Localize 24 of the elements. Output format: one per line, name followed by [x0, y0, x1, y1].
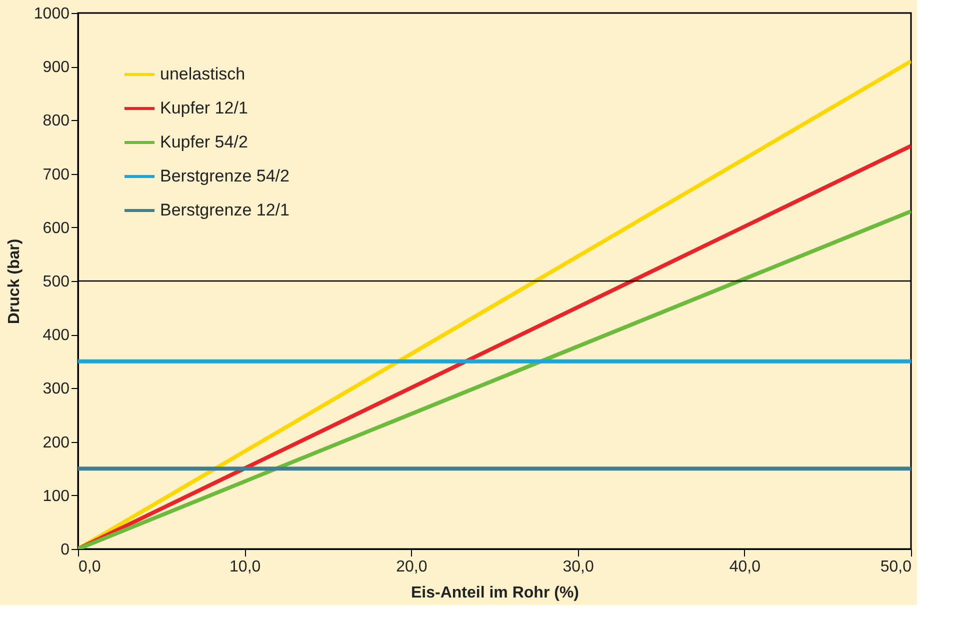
- y-tick-label: 200: [42, 434, 70, 452]
- x-tick-label: 40,0: [729, 558, 761, 576]
- legend-label: Kupfer 54/2: [160, 132, 248, 152]
- legend-label: unelastisch: [160, 64, 246, 84]
- y-tick-label: 1000: [34, 6, 70, 22]
- x-tick-label: 20,0: [396, 558, 428, 576]
- x-tick-label: 30,0: [562, 558, 594, 576]
- x-tick-label: 10,0: [230, 558, 261, 576]
- legend-label: Kupfer 12/1: [160, 98, 248, 118]
- y-tick-label: 700: [42, 166, 70, 184]
- y-tick-label: 800: [42, 112, 70, 130]
- legend-label: Berstgrenze 12/1: [160, 200, 290, 220]
- x-tick-label: 50,0: [880, 558, 912, 576]
- y-axis-title: Druck (bar): [6, 238, 23, 324]
- y-tick-label: 600: [42, 220, 70, 237]
- y-tick-label: 100: [42, 488, 70, 505]
- x-tick-label: 0,0: [78, 558, 101, 576]
- legend-label: Berstgrenze 54/2: [160, 166, 290, 186]
- y-tick-label: 900: [42, 59, 70, 76]
- x-axis-title: Eis-Anteil im Rohr (%): [410, 584, 580, 602]
- y-tick-label: 400: [42, 327, 70, 344]
- y-tick-label: 500: [42, 274, 70, 290]
- y-tick-label: 0: [60, 542, 70, 558]
- y-tick-label: 300: [42, 380, 70, 398]
